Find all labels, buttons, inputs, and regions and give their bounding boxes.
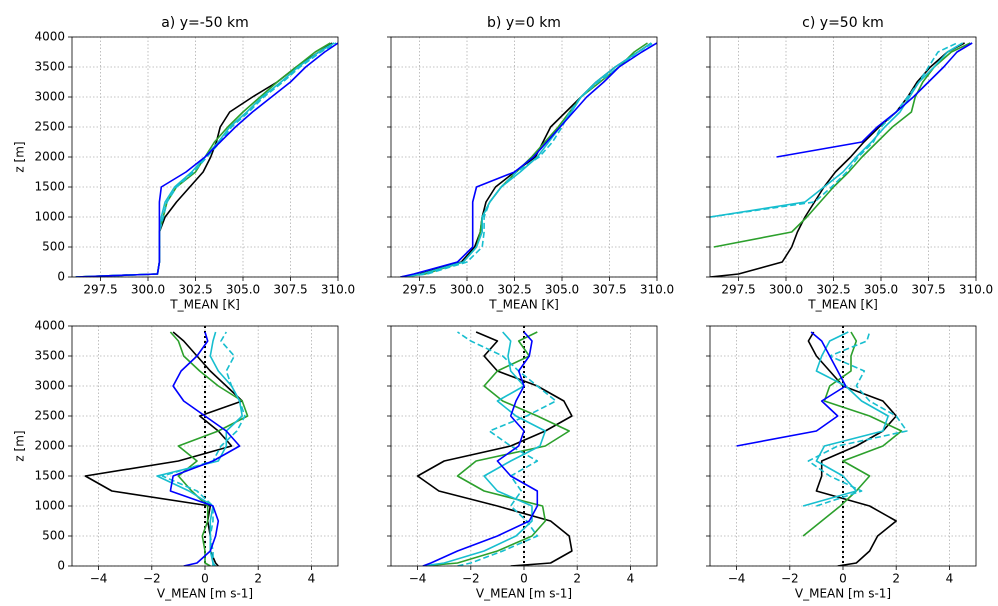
series-line — [75, 42, 337, 277]
series-line — [457, 331, 557, 566]
x-tick-label: −2 — [462, 572, 480, 586]
x-tick-label: 302.5 — [178, 283, 212, 297]
x-tick-label: 300.0 — [769, 283, 803, 297]
series-line — [416, 331, 573, 566]
x-tick-label: 305.0 — [864, 283, 898, 297]
x-tick-label: 307.5 — [911, 283, 945, 297]
series-line — [710, 42, 958, 218]
y-tick-label: 3500 — [34, 60, 65, 74]
series-line — [776, 42, 973, 158]
chart-title: a) y=-50 km — [161, 15, 249, 31]
series-line — [400, 42, 657, 277]
series-line — [169, 331, 241, 566]
x-tick-label: −4 — [728, 572, 746, 586]
y-tick-label: 0 — [57, 559, 65, 573]
series-line — [422, 331, 570, 566]
plot-frame — [71, 325, 339, 567]
plot-frame — [709, 36, 977, 278]
x-tick-label: 0 — [520, 572, 528, 586]
x-tick-label: 4 — [627, 572, 635, 586]
series-line — [807, 331, 908, 507]
y-axis-label: z [m] — [13, 141, 27, 172]
chart-title: c) y=50 km — [802, 15, 884, 31]
x-axis-label: T_MEAN [K] — [488, 298, 559, 312]
y-tick-label: 500 — [42, 240, 65, 254]
y-tick-label: 4000 — [34, 30, 65, 44]
y-tick-label: 2000 — [34, 150, 65, 164]
series-line — [75, 42, 338, 277]
x-tick-label: 297.5 — [83, 283, 117, 297]
series-line — [400, 42, 652, 277]
series-line — [713, 42, 971, 248]
x-tick-label: 4 — [308, 572, 316, 586]
series-line — [422, 331, 547, 566]
x-tick-label: 310.0 — [321, 283, 355, 297]
y-tick-label: 1000 — [34, 499, 65, 513]
y-tick-label: 3000 — [34, 379, 65, 393]
y-tick-label: 1000 — [34, 210, 65, 224]
x-tick-label: 0 — [201, 572, 209, 586]
plot-frame — [709, 325, 977, 567]
x-axis-label: V_MEAN [m s-1] — [795, 587, 891, 601]
y-tick-label: 0 — [57, 270, 65, 284]
x-tick-label: 302.5 — [816, 283, 850, 297]
x-tick-label: −2 — [143, 572, 161, 586]
y-tick-label: 1500 — [34, 469, 65, 483]
chart-title: b) y=0 km — [487, 15, 561, 31]
x-tick-label: 0 — [839, 572, 847, 586]
y-axis-label: z [m] — [13, 430, 27, 461]
series-line — [736, 331, 847, 447]
x-tick-label: −2 — [781, 572, 799, 586]
series-line — [400, 42, 652, 277]
series-line — [802, 331, 903, 537]
x-axis-label: T_MEAN [K] — [169, 298, 240, 312]
series-line — [710, 42, 964, 218]
x-tick-label: 300.0 — [131, 283, 165, 297]
x-tick-label: 307.5 — [592, 283, 626, 297]
x-tick-label: 2 — [892, 572, 900, 586]
x-tick-label: 297.5 — [721, 283, 755, 297]
y-tick-label: 2500 — [34, 120, 65, 134]
y-tick-label: 2000 — [34, 439, 65, 453]
y-tick-label: 2500 — [34, 409, 65, 423]
x-tick-label: 307.5 — [273, 283, 307, 297]
series-line — [807, 331, 897, 566]
series-line — [84, 331, 243, 566]
series-line — [161, 331, 246, 566]
series-line — [802, 331, 889, 507]
x-axis-label: V_MEAN [m s-1] — [476, 587, 572, 601]
plot-frame — [390, 36, 658, 278]
x-tick-label: −4 — [90, 572, 108, 586]
y-tick-label: 1500 — [34, 180, 65, 194]
x-tick-label: 297.5 — [402, 283, 436, 297]
x-tick-label: 2 — [254, 572, 262, 586]
x-axis-label: T_MEAN [K] — [807, 298, 878, 312]
y-tick-label: 3000 — [34, 90, 65, 104]
y-tick-label: 4000 — [34, 319, 65, 333]
x-tick-label: 300.0 — [450, 283, 484, 297]
x-axis-label: V_MEAN [m s-1] — [157, 587, 253, 601]
x-tick-label: 305.0 — [226, 283, 260, 297]
plot-frame — [71, 36, 339, 278]
x-tick-label: 2 — [573, 572, 581, 586]
plot-frame — [390, 325, 658, 567]
x-tick-label: 302.5 — [497, 283, 531, 297]
series-line — [422, 331, 539, 566]
x-tick-label: 4 — [946, 572, 954, 586]
series-line — [169, 331, 249, 566]
series-line — [156, 331, 243, 566]
x-tick-label: 305.0 — [545, 283, 579, 297]
y-tick-label: 3500 — [34, 349, 65, 363]
x-tick-label: −4 — [409, 572, 427, 586]
series-line — [400, 42, 654, 277]
x-tick-label: 310.0 — [640, 283, 674, 297]
series-line — [710, 42, 965, 277]
series-line — [400, 42, 648, 277]
y-tick-label: 500 — [42, 529, 65, 543]
x-tick-label: 310.0 — [959, 283, 993, 297]
